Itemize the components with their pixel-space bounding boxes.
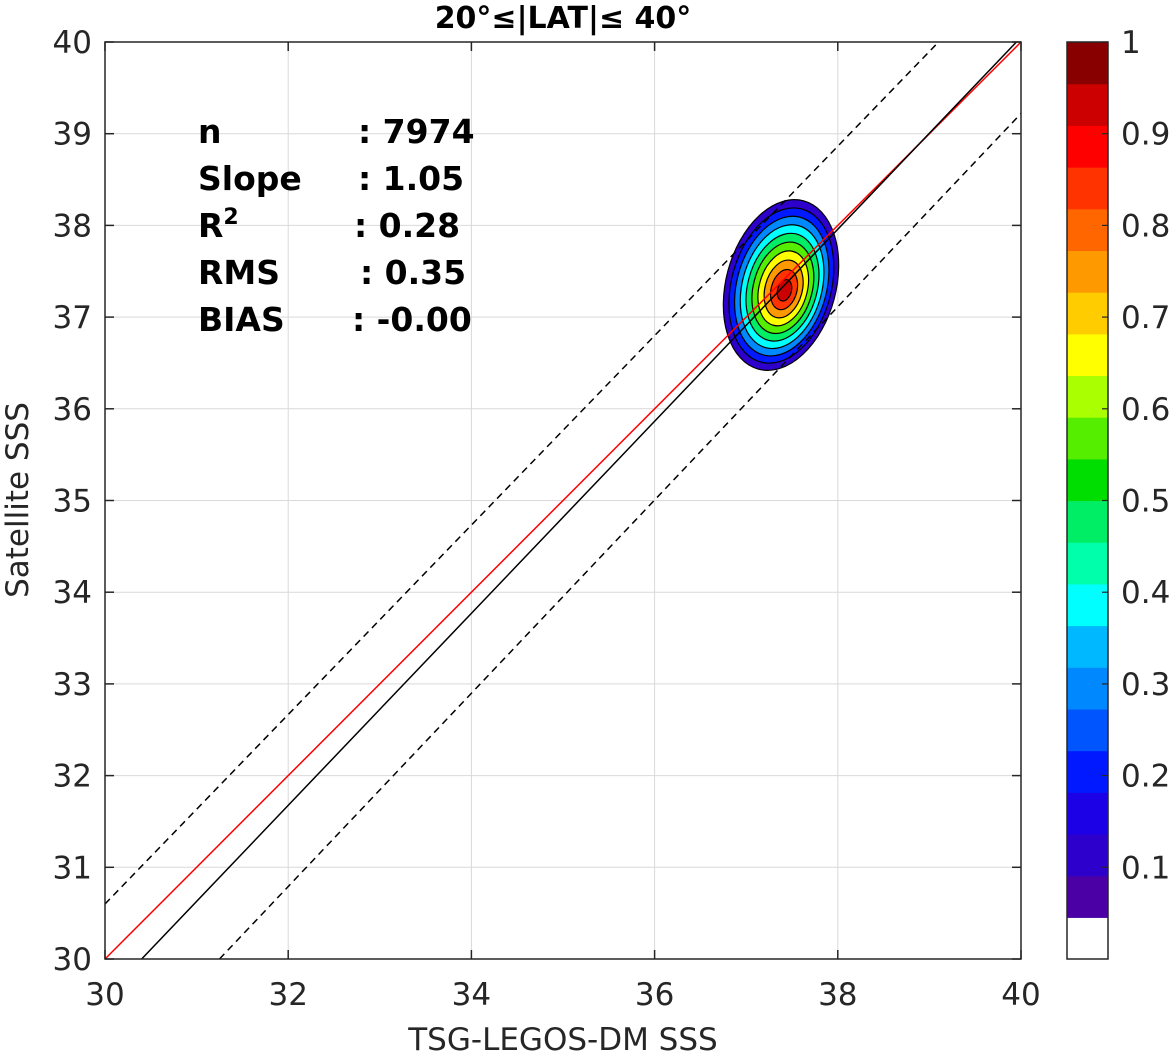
colorbar-segment: [1067, 417, 1108, 460]
y-tick-label: 31: [53, 850, 92, 886]
y-tick-label: 32: [53, 759, 92, 795]
colorbar-segment: [1067, 625, 1108, 668]
y-tick-label: 35: [53, 484, 92, 520]
colorbar-segment: [1067, 542, 1108, 585]
statistics-annotation: n : 7974 Slope : 1.05 R2 : 0.28 RMS : 0.35 BIAS:…: [198, 112, 475, 339]
colorbar-segment: [1067, 250, 1108, 293]
y-tick-label: 33: [53, 667, 92, 703]
colorbar-tick-label: 0.3: [1121, 667, 1170, 703]
chart-title: 20°≤|LAT|≤ 40°: [435, 1, 692, 36]
x-tick-label: 30: [85, 977, 124, 1013]
y-tick-label: 40: [53, 25, 92, 61]
colorbar: 0.1 0.2 0.3 0.4 0.5 0.6 0.7 0.8 0.9 1: [1066, 25, 1170, 960]
colorbar-segment: [1067, 500, 1108, 543]
colorbar-tick-label: 0.1: [1121, 850, 1170, 886]
x-tick-label: 40: [1001, 977, 1040, 1013]
density-contours: [722, 199, 840, 371]
colorbar-segment: [1067, 375, 1108, 418]
colorbar-tick-label: 0.2: [1121, 759, 1170, 795]
grid: [105, 42, 1021, 959]
colorbar-segment: [1067, 875, 1108, 918]
colorbar-tick-label: 0.7: [1121, 300, 1170, 336]
lower-bound-line: [218, 113, 1021, 959]
stat-value: : 0.28: [354, 206, 460, 245]
reference-lines: [105, 42, 1021, 959]
axis-ticks: 30 32 34 36 38 40 30 31 32 33 34 35 36 37 38 39 40: [53, 25, 1041, 1013]
stat-value: : 7974: [358, 112, 475, 151]
colorbar-tick-label: 1: [1121, 25, 1141, 61]
colorbar-segment: [1067, 333, 1108, 377]
colorbar-segment: [1067, 42, 1108, 85]
colorbar-segment: [1067, 833, 1108, 877]
stat-label: n: [198, 112, 222, 151]
colorbar-tick-label: 0.5: [1121, 484, 1170, 520]
stat-label: Slope: [198, 159, 302, 198]
x-tick-label: 36: [635, 977, 674, 1013]
colorbar-segment: [1067, 125, 1108, 168]
regression-line: [105, 42, 1021, 959]
colorbar-segment: [1067, 708, 1108, 752]
colorbar-segment: [1067, 167, 1108, 210]
colorbar-segment: [1067, 292, 1108, 335]
stat-value: : 0.35: [360, 253, 466, 292]
colorbar-segment: [1067, 792, 1108, 835]
colorbar-segment: [1067, 83, 1108, 126]
stat-label: RMS: [198, 253, 280, 292]
upper-bound-line: [105, 42, 940, 905]
one-to-one-line: [141, 42, 1017, 959]
y-tick-label: 38: [53, 208, 92, 244]
colorbar-segment: [1067, 208, 1108, 252]
density-contour-level: [776, 278, 793, 302]
x-tick-label: 34: [452, 977, 491, 1013]
colorbar-tick-label: 0.6: [1121, 392, 1170, 428]
colorbar-segment: [1067, 917, 1108, 960]
x-tick-label: 32: [268, 977, 307, 1013]
colorbar-tick-label: 0.8: [1121, 208, 1170, 244]
y-tick-label: 39: [53, 117, 92, 153]
colorbar-segment: [1067, 750, 1108, 793]
stat-label: BIAS: [198, 300, 285, 339]
colorbar-tick-label: 0.4: [1121, 575, 1170, 611]
colorbar-segment: [1067, 583, 1108, 627]
stat-label: R2: [198, 205, 239, 245]
x-tick-label: 38: [818, 977, 857, 1013]
colorbar-tick-label: 0.9: [1121, 117, 1170, 153]
stat-value: : 1.05: [358, 159, 464, 198]
y-tick-label: 34: [53, 575, 92, 611]
y-tick-label: 36: [53, 392, 92, 428]
y-tick-label: 30: [53, 942, 92, 978]
y-axis-label: Satellite SSS: [0, 402, 36, 598]
stat-value: : -0.00: [352, 300, 472, 339]
colorbar-segment: [1067, 667, 1108, 710]
y-tick-label: 37: [53, 300, 92, 336]
x-axis-label: TSG-LEGOS-DM SSS: [407, 1022, 717, 1055]
colorbar-segment: [1067, 458, 1108, 502]
